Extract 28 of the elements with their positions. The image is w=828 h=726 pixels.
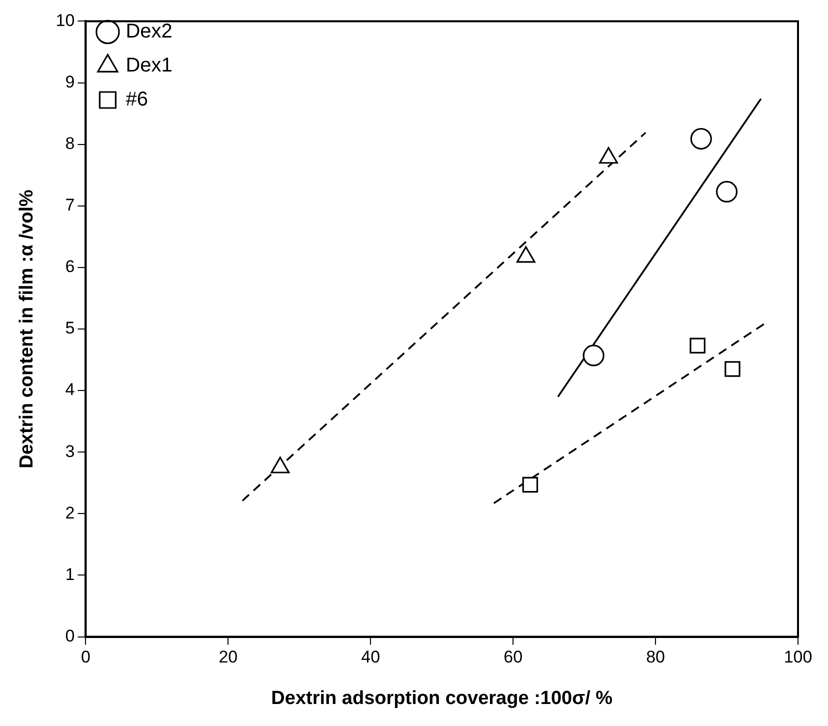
legend-label: #6 <box>126 88 148 111</box>
y-tick-label: 10 <box>56 10 75 30</box>
x-tick-label: 0 <box>80 648 90 667</box>
y-tick-label: 5 <box>65 318 75 338</box>
x-tick-label: 20 <box>218 648 238 667</box>
point <box>724 361 740 377</box>
legend-label: Dex2 <box>126 20 172 43</box>
x-tick-label: 100 <box>784 648 812 667</box>
point <box>716 180 738 203</box>
y-tick-label: 9 <box>65 72 75 92</box>
x-tick-label: 40 <box>361 648 380 667</box>
y-tick-label: 7 <box>65 196 75 215</box>
y-tick-label: 1 <box>65 564 75 584</box>
point <box>690 338 706 354</box>
y-tick-label: 4 <box>65 380 75 400</box>
y-tick-label: 0 <box>65 626 75 646</box>
y-tick-label: 6 <box>65 257 75 276</box>
legend-label: Dex1 <box>126 54 172 77</box>
y-tick-label: 8 <box>65 134 75 154</box>
y-tick-label: 2 <box>65 503 75 522</box>
y-axis-title: Dextrin content in film :α /vol% <box>16 190 38 468</box>
point <box>690 128 712 150</box>
point <box>522 476 538 493</box>
x-tick-label: 60 <box>504 648 523 667</box>
point <box>582 344 604 366</box>
y-tick-label: 3 <box>65 442 75 461</box>
x-tick-label: 80 <box>646 648 666 667</box>
x-axis-title: Dextrin adsorption coverage :100σ/ % <box>271 688 613 709</box>
